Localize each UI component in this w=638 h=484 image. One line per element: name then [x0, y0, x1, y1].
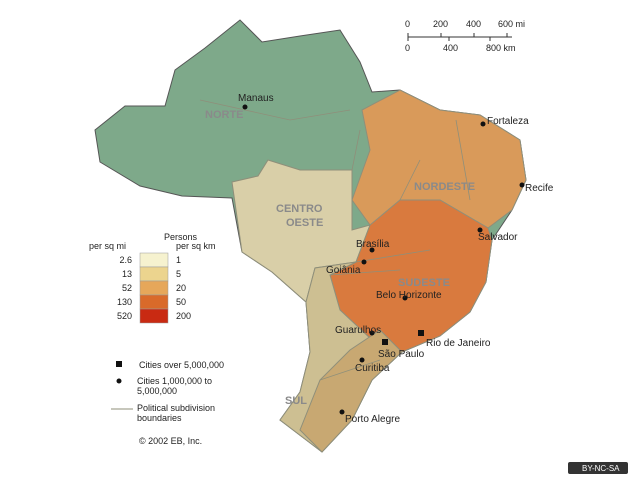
city-dot [369, 247, 375, 253]
city-label: Manaus [238, 93, 274, 104]
license-badge [568, 462, 628, 474]
legend-value-km: 50 [176, 297, 186, 307]
region-label: NORTE [205, 109, 244, 121]
city-label: Recife [525, 183, 554, 194]
scale-label: 800 km [486, 43, 516, 53]
legend-symbol-label: Political subdivision boundaries [137, 403, 216, 423]
city-dot [402, 295, 408, 301]
legend-rows: 2.6 1 13 5 52 20 130 50 520 200 [117, 252, 191, 324]
city-dot [242, 104, 248, 110]
legend-swatch [139, 294, 169, 310]
city-dot [339, 409, 345, 415]
scale-label: 200 [433, 19, 448, 29]
legend-value-km: 5 [176, 269, 181, 279]
region-label: SUDESTE [398, 277, 450, 289]
city-square [418, 330, 424, 336]
legend-swatch [139, 266, 169, 282]
legend: Persons per sq mi per sq km 2.6 1 13 5 52 20 1… [89, 232, 224, 446]
city-dot [519, 182, 525, 188]
region-label: NORDESTE [414, 181, 475, 193]
region-label: OESTE [286, 217, 323, 229]
scale-bar: 0 200 400 600 mi 0 400 800 km [405, 19, 525, 53]
legend-title: Persons [164, 232, 198, 242]
city-dot [359, 357, 365, 363]
city-label: Porto Alegre [345, 414, 400, 425]
legend-value-km: 1 [176, 255, 181, 265]
legend-swatch [139, 308, 169, 324]
legend-symbol-box: Political subdivision boundaries [137, 403, 216, 423]
city-square [382, 339, 388, 345]
city-dot [480, 121, 486, 127]
legend-symbol-label: Cities over 5,000,000 [139, 360, 224, 370]
legend-value-mi: 52 [122, 283, 132, 293]
legend-value-mi: 13 [122, 269, 132, 279]
legend-swatch [139, 280, 169, 296]
legend-value-mi: 130 [117, 297, 132, 307]
legend-symbol-box: Cities 1,000,000 to 5,000,000 [137, 376, 213, 396]
scale-label: 400 [443, 43, 458, 53]
scale-label: 600 mi [498, 19, 525, 29]
region-label: SUL [285, 395, 307, 407]
legend-symbol-label: Cities 1,000,000 to 5,000,000 [137, 376, 213, 396]
legend-value-mi: 2.6 [119, 255, 132, 265]
legend-square [116, 361, 122, 367]
legend-dot [116, 378, 122, 384]
city-label: Curitiba [355, 363, 390, 374]
license-text: BY-NC-SA [582, 464, 620, 473]
subdivision [199, 99, 471, 381]
copyright: © 2002 EB, Inc. [139, 436, 202, 446]
legend-unit: per sq km [176, 241, 216, 251]
legend-unit: per sq mi [89, 241, 126, 251]
city-dot [369, 330, 375, 336]
city-dot [477, 227, 483, 233]
legend-value-km: 20 [176, 283, 186, 293]
scale-label: 0 [405, 19, 410, 29]
legend-swatch [139, 252, 169, 268]
city-dot [361, 259, 367, 265]
region-label: CENTRO [276, 203, 323, 215]
city-label: Salvador [478, 232, 518, 243]
city-label: Guarulhos [335, 325, 381, 336]
legend-value-km: 200 [176, 311, 191, 321]
cities: Manaus Fortaleza Recife Salvador Brasíli… [238, 93, 554, 425]
city-label: Belo Horizonte [376, 290, 442, 301]
city-label: Goiânia [326, 265, 361, 276]
city-label: São Paulo [378, 349, 425, 360]
city-label: Rio de Janeiro [426, 338, 491, 349]
city-label: Brasília [356, 239, 390, 250]
city-label: Fortaleza [487, 116, 529, 127]
scale-label: 400 [466, 19, 481, 29]
scale-label: 0 [405, 43, 410, 53]
legend-value-mi: 520 [117, 311, 132, 321]
